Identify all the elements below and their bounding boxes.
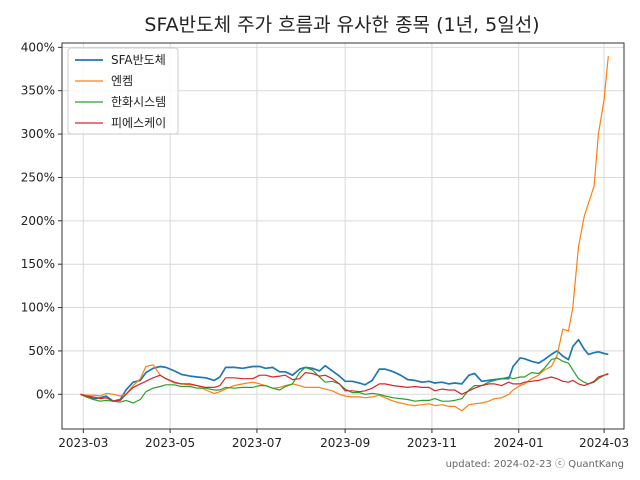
x-tick-label: 2023-03 xyxy=(58,436,108,450)
y-tick-label: 50% xyxy=(28,344,55,358)
y-axis: 0% 50% 100% 150% 200% 250% 300% 350% 400% xyxy=(21,40,62,401)
y-tick-label: 400% xyxy=(21,40,55,54)
y-tick-label: 350% xyxy=(21,84,55,98)
series-lines xyxy=(80,55,609,412)
legend-label: 한화시스템 xyxy=(111,95,166,109)
x-tick-label: 2023-05 xyxy=(145,436,195,450)
y-tick-label: 300% xyxy=(21,127,55,141)
y-tick-label: 0% xyxy=(36,387,55,401)
footer-note: updated: 2024-02-23 ⓒ QuantKang xyxy=(446,458,624,470)
legend-label: SFA반도체 xyxy=(111,53,166,67)
chart-title: SFA반도체 주가 흐름과 유사한 종목 (1년, 5일선) xyxy=(144,14,539,36)
series-line-1 xyxy=(80,338,609,403)
series-line-3 xyxy=(80,357,609,404)
legend-box xyxy=(67,47,179,135)
x-tick-label: 2023-07 xyxy=(232,436,282,450)
x-tick-label: 2024-01 xyxy=(494,436,544,450)
legend-label: 피에스케이 xyxy=(111,116,166,130)
plot-frame xyxy=(61,42,625,430)
y-tick-label: 100% xyxy=(21,301,55,315)
legend-label: 엔켐 xyxy=(111,74,133,88)
x-tick-label: 2023-09 xyxy=(320,436,370,450)
x-tick-label: 2024-03 xyxy=(579,436,629,450)
y-tick-label: 150% xyxy=(21,257,55,271)
y-tick-label: 250% xyxy=(21,170,55,184)
y-tick-label: 200% xyxy=(21,214,55,228)
x-axis: 2023-03 2023-05 2023-07 2023-09 2023-11 2024-… xyxy=(58,429,629,450)
x-tick-label: 2023-11 xyxy=(407,436,457,450)
series-line-4 xyxy=(80,372,609,402)
